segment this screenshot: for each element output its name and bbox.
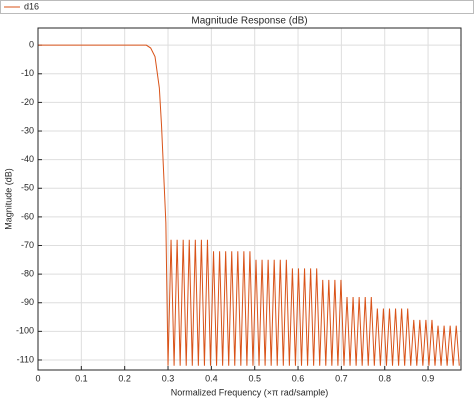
x-tick-label: 0.2 — [118, 373, 131, 383]
y-axis-label: Magnitude (dB) — [3, 168, 13, 230]
y-tick-label: -70 — [21, 240, 34, 250]
data-line — [38, 44, 460, 366]
y-tick-label: 0 — [29, 40, 34, 50]
y-tick-label: -90 — [21, 297, 34, 307]
y-tick-label: -60 — [21, 211, 34, 221]
x-tick-label: 0.5 — [248, 373, 261, 383]
legend-label: d16 — [24, 1, 39, 11]
legend: d16 — [0, 0, 474, 14]
x-tick-label: 0.8 — [378, 373, 391, 383]
chart-title: Magnitude Response (dB) — [191, 16, 307, 27]
y-tick-label: -100 — [16, 326, 34, 336]
y-tick-label: -40 — [21, 154, 34, 164]
y-tick-label: -10 — [21, 68, 34, 78]
plot-area — [38, 28, 461, 370]
y-tick-label: -30 — [21, 125, 34, 135]
x-tick-label: 0.9 — [422, 373, 435, 383]
y-tick-label: -50 — [21, 183, 34, 193]
x-tick-label: 0 — [35, 373, 40, 383]
y-tick-label: -80 — [21, 269, 34, 279]
axes-box — [37, 27, 462, 371]
x-axis-label: Normalized Frequency (×π rad/sample) — [171, 387, 329, 397]
y-tick-label: -20 — [21, 97, 34, 107]
x-tick-label: 0.3 — [162, 373, 175, 383]
x-tick-label: 0.1 — [75, 373, 88, 383]
y-tick-label: -110 — [17, 354, 34, 364]
x-tick-label: 0.7 — [335, 373, 348, 383]
legend-box — [0, 0, 474, 14]
x-tick-label: 0.6 — [292, 373, 305, 383]
x-tick-label: 0.4 — [205, 373, 218, 383]
